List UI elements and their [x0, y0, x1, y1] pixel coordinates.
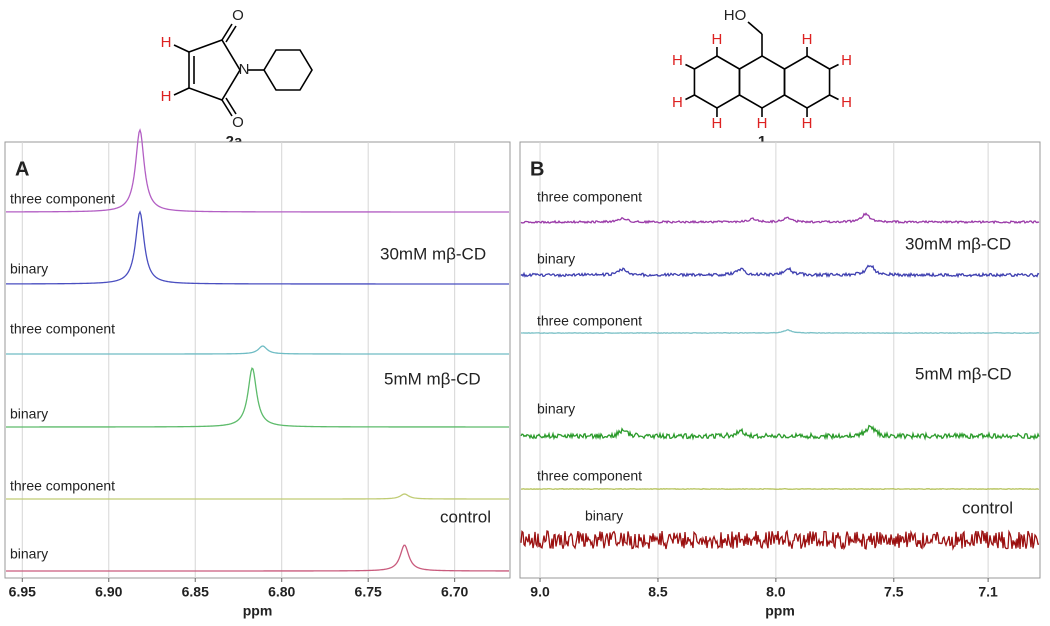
- carbonyl: [221, 99, 233, 117]
- x-tick-label: 6.70: [441, 584, 468, 600]
- trace-label: three component: [10, 191, 115, 207]
- carbonyl: [221, 23, 233, 41]
- spectrum: [6, 345, 509, 355]
- trace-label: three component: [537, 468, 642, 484]
- atom-h: H: [712, 31, 723, 48]
- bond: [829, 94, 839, 101]
- structure-1: [685, 21, 839, 117]
- spectrum: [6, 544, 510, 572]
- trace-label: three component: [537, 189, 642, 205]
- spectrum: [6, 367, 509, 428]
- atom-h: H: [841, 94, 852, 111]
- annotation: control: [440, 507, 491, 526]
- atom-h: H: [802, 115, 813, 132]
- bond: [685, 94, 695, 101]
- annotation: 5mM mβ-CD: [384, 369, 481, 388]
- trace-label: binary: [10, 406, 48, 422]
- spectrum: [6, 128, 509, 213]
- trace-label: three component: [10, 321, 115, 337]
- carbonyl: [225, 97, 237, 115]
- spectrum: [6, 210, 509, 285]
- atom-o: O: [232, 7, 244, 24]
- x-axis-title: ppm: [243, 603, 273, 619]
- atom-h: H: [161, 88, 172, 105]
- spectrum: [520, 424, 1040, 441]
- spectrum: [520, 212, 1040, 225]
- x-tick-label: 7.1: [978, 584, 998, 600]
- atom-h: H: [672, 94, 683, 111]
- spectrum: [520, 487, 1040, 491]
- x-tick-label: 8.0: [766, 584, 786, 600]
- ring: [738, 55, 786, 109]
- ring: [783, 55, 831, 109]
- atom-ho: HO: [724, 7, 747, 24]
- atom-o: O: [232, 114, 244, 131]
- compound-label: 1: [758, 133, 766, 150]
- annotation: control: [962, 498, 1013, 517]
- bond: [747, 21, 763, 35]
- spectrum: [520, 264, 1040, 279]
- atom-h: H: [802, 31, 813, 48]
- structure-2a: [173, 23, 313, 117]
- trace-label: three component: [537, 313, 642, 329]
- x-axis-title: ppm: [765, 603, 795, 619]
- trace-label: binary: [10, 546, 48, 562]
- panel-label: B: [530, 158, 544, 180]
- atom-h: H: [161, 34, 172, 51]
- x-tick-label: 9.0: [530, 584, 550, 600]
- bond: [173, 44, 190, 53]
- annotation: 30mM mβ-CD: [905, 234, 1011, 253]
- annotation: 5mM mβ-CD: [915, 364, 1012, 383]
- bond: [173, 87, 190, 96]
- trace-label: binary: [537, 401, 575, 417]
- x-tick-label: 6.75: [355, 584, 382, 600]
- carbonyl: [225, 25, 237, 43]
- cyclohexyl: [263, 49, 313, 91]
- x-tick-label: 7.5: [884, 584, 904, 600]
- trace-label: binary: [585, 508, 623, 524]
- atom-h: H: [672, 52, 683, 69]
- atom-h: H: [757, 115, 768, 132]
- x-tick-label: 6.95: [9, 584, 36, 600]
- trace-label: binary: [537, 251, 575, 267]
- panel-label: A: [15, 158, 29, 180]
- ring: [188, 39, 241, 101]
- atom-n: N: [239, 61, 250, 78]
- trace-label: binary: [10, 261, 48, 277]
- ring: [693, 55, 741, 109]
- panel-frame: [519, 141, 1041, 579]
- trace-label: three component: [10, 478, 115, 494]
- atom-h: H: [841, 52, 852, 69]
- x-tick-label: 6.85: [182, 584, 209, 600]
- spectrum: [520, 529, 1040, 551]
- bond: [685, 63, 695, 70]
- spectrum: [6, 493, 509, 500]
- panel-frame: [4, 141, 511, 579]
- x-tick-label: 6.80: [268, 584, 295, 600]
- annotation: 30mM mβ-CD: [380, 244, 486, 263]
- spectrum: [520, 329, 1040, 335]
- x-tick-label: 6.90: [95, 584, 122, 600]
- x-tick-label: 8.5: [648, 584, 668, 600]
- atom-h: H: [712, 115, 723, 132]
- bond: [829, 63, 839, 70]
